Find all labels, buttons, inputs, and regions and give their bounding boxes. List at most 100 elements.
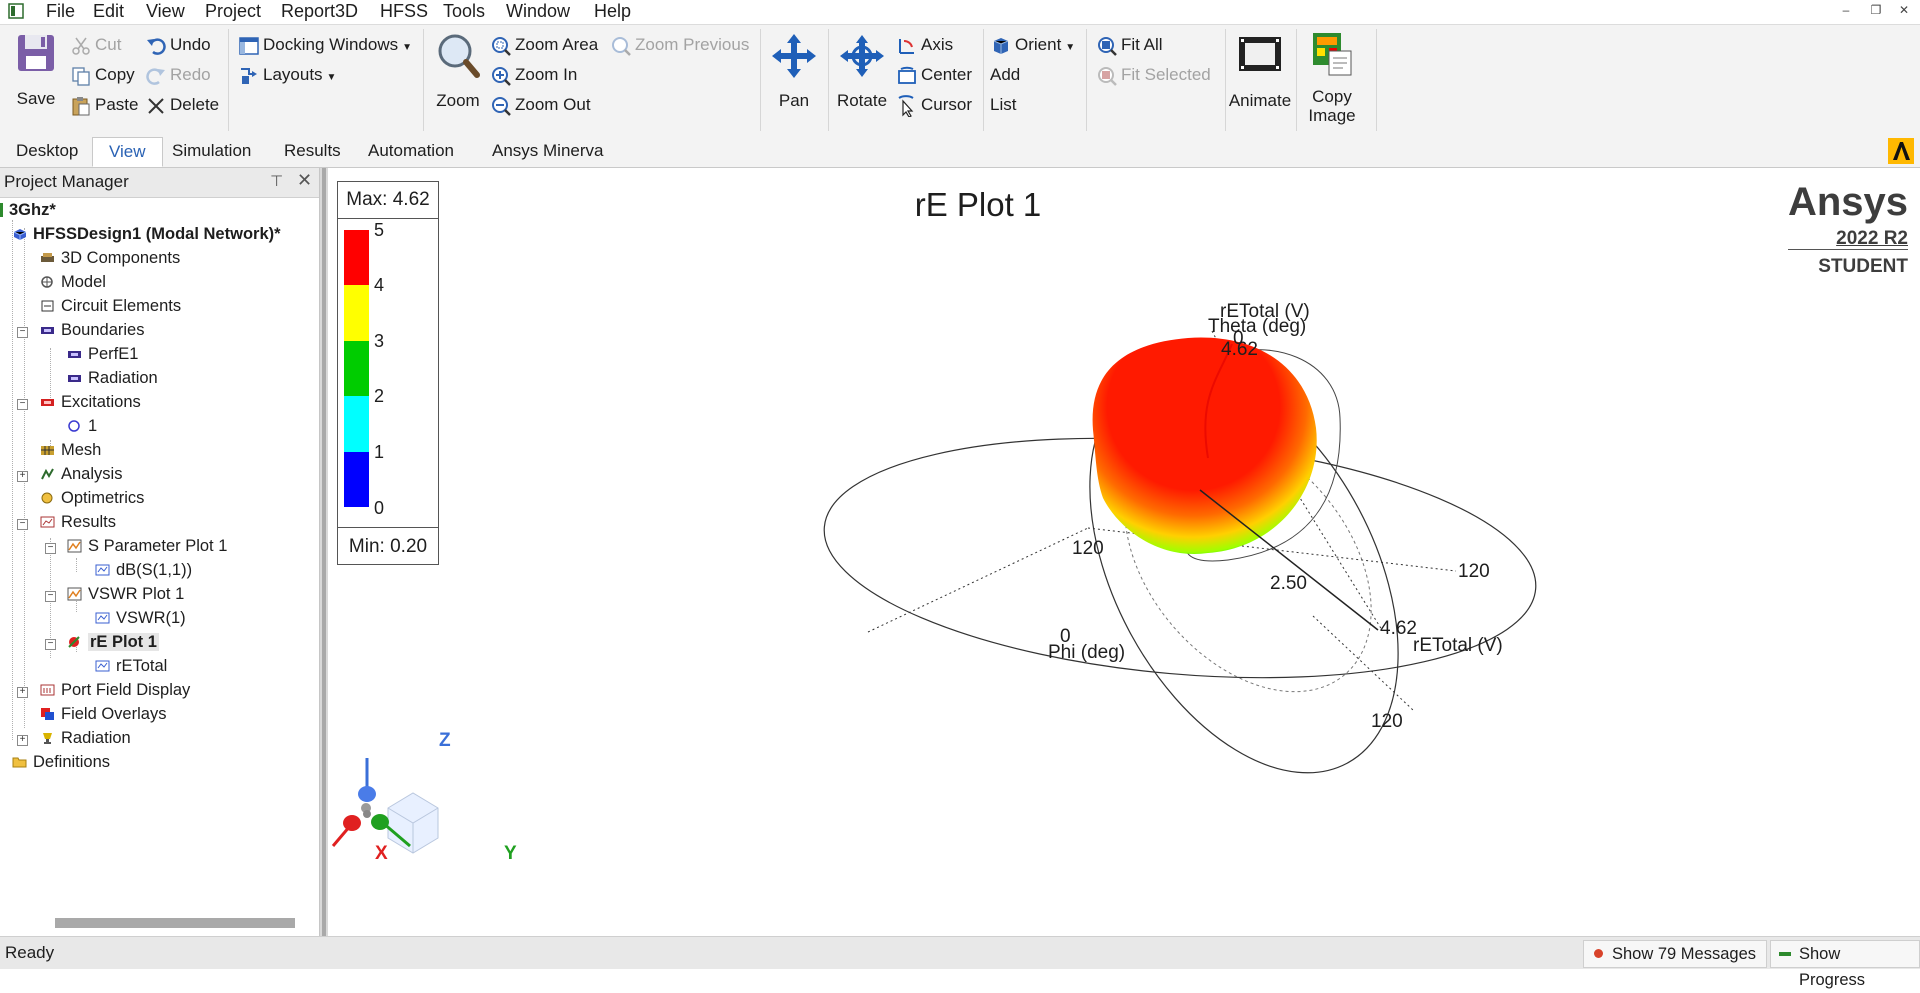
minimize-icon[interactable]: – [1842,3,1850,17]
tab-simulation[interactable]: Simulation [172,141,252,160]
animate-button[interactable]: Animate [1228,31,1292,131]
tab-view[interactable]: View [92,137,163,167]
expand-icon[interactable]: + [17,687,28,698]
tree-boundaries[interactable]: Boundaries [40,318,144,342]
menu-edit[interactable]: Edit [93,1,125,21]
collapse-icon[interactable]: − [45,543,56,554]
orient-label: Orient [1015,35,1062,54]
delete-button[interactable]: Delete [145,91,219,119]
tree-port-1[interactable]: 1 [67,414,97,438]
undo-button[interactable]: Undo [145,31,211,59]
copy-image-button[interactable]: Copy Image [1300,31,1364,131]
tree-radiation-boundary[interactable]: Radiation [67,366,158,390]
tree-radiation[interactable]: Radiation [40,726,131,750]
menu-report3d[interactable]: Report3D [281,1,359,21]
tree-project[interactable]: 3Ghz* [0,198,56,222]
save-button[interactable]: Save [8,31,64,131]
zoom-out-button[interactable]: Zoom Out [490,91,591,119]
zoom-button[interactable]: Zoom [430,31,486,131]
restore-icon[interactable]: ❐ [1870,3,1882,17]
zoom-previous-button[interactable]: Zoom Previous [610,31,749,59]
show-messages-label: Show 79 Messages [1612,945,1756,963]
cut-button[interactable]: Cut [70,31,121,59]
copy-button[interactable]: Copy [70,61,135,89]
layouts-button[interactable]: Layouts ▼ [238,61,336,89]
tab-results[interactable]: Results [284,141,341,160]
show-messages-button[interactable]: Show 79 Messages [1583,940,1767,968]
cursor-button[interactable]: Cursor [896,91,972,119]
menu-file[interactable]: File [46,1,76,21]
axis-button[interactable]: Axis [896,31,953,59]
menu-help[interactable]: Help [594,1,632,21]
rotate-button[interactable]: Rotate [832,31,892,131]
zoom-area-button[interactable]: Zoom Area [490,31,598,59]
tree-design[interactable]: HFSSDesign1 (Modal Network)* [12,222,281,246]
paste-button[interactable]: Paste [70,91,138,119]
tree-mesh[interactable]: Mesh [40,438,101,462]
close-icon[interactable]: ✕ [1898,3,1910,17]
dropdown-arrow-icon: ▼ [326,72,337,83]
tab-ansys-minerva[interactable]: Ansys Minerva [492,141,604,160]
tree-model[interactable]: Model [40,270,106,294]
tree-excitations[interactable]: Excitations [40,390,141,414]
tab-desktop[interactable]: Desktop [16,141,79,160]
ribbon-separator [1225,29,1226,131]
tree-vswr-plot[interactable]: VSWR Plot 1 [67,582,184,606]
legend-tick-5: 5 [374,220,385,240]
menu-window[interactable]: Window [506,1,571,21]
menu-hfss[interactable]: HFSS [380,1,429,21]
horizontal-scrollbar[interactable] [55,918,295,928]
list-button[interactable]: List [990,91,1016,119]
menu-project[interactable]: Project [205,1,262,21]
ansys-edition: STUDENT [1818,256,1908,277]
collapse-icon[interactable]: − [17,327,28,338]
tree-perfe1[interactable]: PerfE1 [67,342,138,366]
tree-s-parameter-plot[interactable]: S Parameter Plot 1 [67,534,227,558]
tree-analysis[interactable]: Analysis [40,462,122,486]
show-progress-button[interactable]: Show Progress [1770,940,1920,989]
port-field-icon [40,684,55,696]
tree-trace-db-s11-label: dB(S(1,1)) [116,561,193,579]
tree-re-plot[interactable]: rE Plot 1 [67,630,159,654]
menu-view[interactable]: View [146,1,185,21]
tree-port-field-display[interactable]: Port Field Display [40,678,190,702]
zoom-in-button[interactable]: Zoom In [490,61,577,89]
copy-label: Copy [95,65,135,84]
tree-3d-components[interactable]: 3D Components [40,246,180,270]
legend-colorbar [344,230,369,507]
orient-button[interactable]: Orient ▼ [990,31,1075,59]
theta-name-label: Theta (deg) [1208,316,1307,337]
add-button[interactable]: Add [990,61,1020,89]
plot-viewport[interactable]: Max: 4.62 5 4 3 2 1 0 Min: 0.20 rE Plot … [328,168,1920,936]
tree-guide [76,598,77,612]
collapse-icon[interactable]: − [17,399,28,410]
collapse-icon[interactable]: − [45,591,56,602]
redo-button[interactable]: Redo [145,61,211,89]
tree-field-overlays[interactable]: Field Overlays [40,702,166,726]
pin-icon[interactable]: ⊤ [270,173,284,190]
tab-automation[interactable]: Automation [368,141,454,160]
docking-windows-button[interactable]: Docking Windows ▼ [238,31,412,59]
expand-icon[interactable]: + [17,471,28,482]
tree-trace-retotal[interactable]: rETotal [95,654,167,678]
fit-selected-button[interactable]: Fit Selected [1096,61,1211,89]
tree-circuit-elements[interactable]: Circuit Elements [40,294,181,318]
expand-icon[interactable]: + [17,735,28,746]
copy-image-label-1: Copy [1312,87,1352,106]
pan-button[interactable]: Pan [764,31,824,131]
results-icon [40,516,55,528]
menu-tools[interactable]: Tools [443,1,486,21]
tree-trace-db-s11[interactable]: dB(S(1,1)) [95,558,192,582]
legend-tick-2: 2 [374,386,385,406]
fit-all-button[interactable]: Fit All [1096,31,1163,59]
tree-definitions[interactable]: Definitions [12,750,110,774]
menu-bar: File Edit View Project Report3D HFSS Too… [0,0,1920,24]
tree-trace-vswr[interactable]: VSWR(1) [95,606,186,630]
center-button[interactable]: Center [896,61,972,89]
tree-optimetrics[interactable]: Optimetrics [40,486,144,510]
close-icon[interactable]: ✕ [297,170,313,190]
tree-results[interactable]: Results [40,510,116,534]
collapse-icon[interactable]: − [17,519,28,530]
collapse-icon[interactable]: − [45,639,56,650]
theta-axis-label: rETotal (V) [1220,301,1310,322]
